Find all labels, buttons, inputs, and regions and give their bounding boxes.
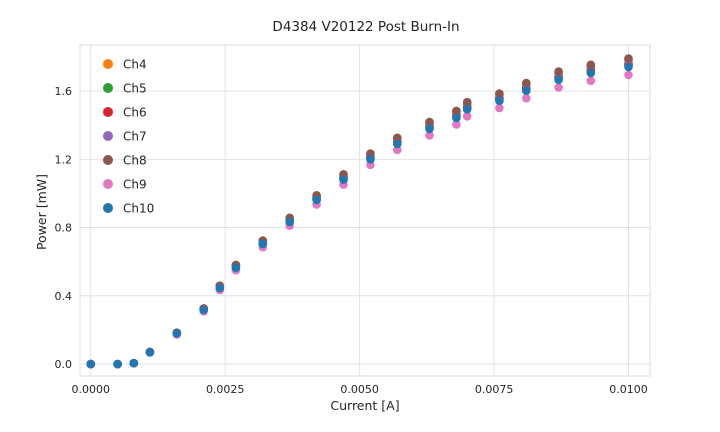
plot-grid (79, 44, 651, 377)
scatter-point-ch10 (231, 263, 241, 273)
legend-swatch-ch10 (103, 203, 113, 213)
chart-title: D4384 V20122 Post Burn-In (272, 19, 459, 35)
scatter-point-ch10 (258, 239, 268, 249)
x-tick-label: 0.0050 (340, 383, 379, 396)
y-axis-label: Power [mW] (34, 174, 49, 250)
scatter-point-ch10 (586, 68, 596, 78)
scatter-point-ch10 (312, 195, 321, 205)
scatter-point-ch9 (495, 103, 504, 113)
scatter-point-ch8 (462, 97, 472, 107)
scatter-point-ch8 (393, 133, 402, 143)
y-tick-label: 1.2 (55, 153, 73, 166)
legend-label-ch8: Ch8 (123, 154, 147, 168)
scatter-point-ch10 (462, 105, 472, 114)
scatter-point-ch9 (452, 120, 461, 129)
scatter-point-ch10 (393, 139, 402, 149)
legend-swatch-ch7 (103, 131, 113, 141)
x-tick-label: 0.0000 (72, 383, 111, 396)
scatter-point-ch10 (285, 217, 295, 227)
x-tick-label: 0.0025 (206, 383, 245, 396)
tick-labels-layer: 0.0000 0.0025 0.0050 0.0075 0.0100 0.0 0.4 0.8 1… (55, 85, 648, 396)
legend-label-ch6: Ch6 (123, 106, 147, 120)
y-tick-label: 0.0 (55, 358, 73, 371)
y-tick-label: 0.8 (55, 222, 73, 235)
scatter-point-ch10 (215, 283, 225, 293)
y-tick-label: 1.6 (55, 85, 73, 98)
scatter-point-ch10 (495, 96, 504, 106)
scatter-point-ch8 (624, 54, 633, 63)
scatter-point-ch10 (199, 305, 208, 315)
legend-label-ch5: Ch5 (123, 82, 147, 96)
scatter-point-ch10 (145, 348, 155, 357)
legend-swatch-ch8 (103, 155, 113, 165)
scatter-point-ch8 (522, 78, 531, 88)
scatter-point-ch10 (366, 155, 375, 164)
chart-legend: Ch4 Ch5 Ch6 Ch7 Ch8 Ch9 Ch10 (103, 58, 154, 216)
scatter-point-ch8 (554, 67, 563, 76)
scatter-point-ch10 (339, 175, 348, 184)
plot-background (80, 45, 650, 376)
scatter-point-ch10 (522, 86, 531, 95)
legend-swatch-ch5 (103, 83, 113, 93)
x-tick-label: 0.0100 (609, 383, 648, 396)
scatter-point-ch10 (624, 62, 633, 72)
scatter-point-ch9 (425, 131, 434, 140)
scatter-point-ch10 (452, 113, 461, 123)
scatter-point-ch9 (624, 70, 633, 80)
scatter-point-ch8 (425, 117, 434, 127)
plot-border (79, 44, 651, 377)
scatter-point-ch8 (495, 89, 504, 98)
scatter-point-ch9 (554, 83, 563, 92)
legend-swatch-ch9 (103, 179, 113, 189)
scatter-point-ch10 (113, 359, 122, 369)
scatter-point-ch9 (393, 145, 402, 155)
legend-swatch-ch6 (103, 107, 113, 117)
legend-label-ch4: Ch4 (123, 58, 147, 72)
legend-label-ch10: Ch10 (123, 202, 154, 216)
legend-label-ch7: Ch7 (123, 130, 147, 144)
scatter-points-layer (86, 54, 633, 369)
scatter-point-ch10 (86, 359, 96, 369)
scatter-point-ch8 (586, 60, 596, 70)
legend-label-ch9: Ch9 (123, 178, 147, 192)
scatter-point-ch8 (452, 106, 461, 116)
scatter-point-ch9 (586, 76, 596, 86)
scatter-point-ch9 (462, 112, 472, 121)
x-axis-label: Current [A] (330, 398, 399, 413)
scatter-point-ch10 (425, 124, 434, 134)
x-tick-label: 0.0075 (475, 383, 514, 396)
scatter-point-ch10 (129, 358, 139, 368)
scatter-point-ch10 (554, 75, 563, 85)
y-tick-label: 0.4 (55, 290, 73, 303)
scatter-point-ch10 (172, 329, 182, 338)
scatter-point-ch9 (522, 93, 531, 103)
legend-swatch-ch4 (103, 59, 113, 69)
